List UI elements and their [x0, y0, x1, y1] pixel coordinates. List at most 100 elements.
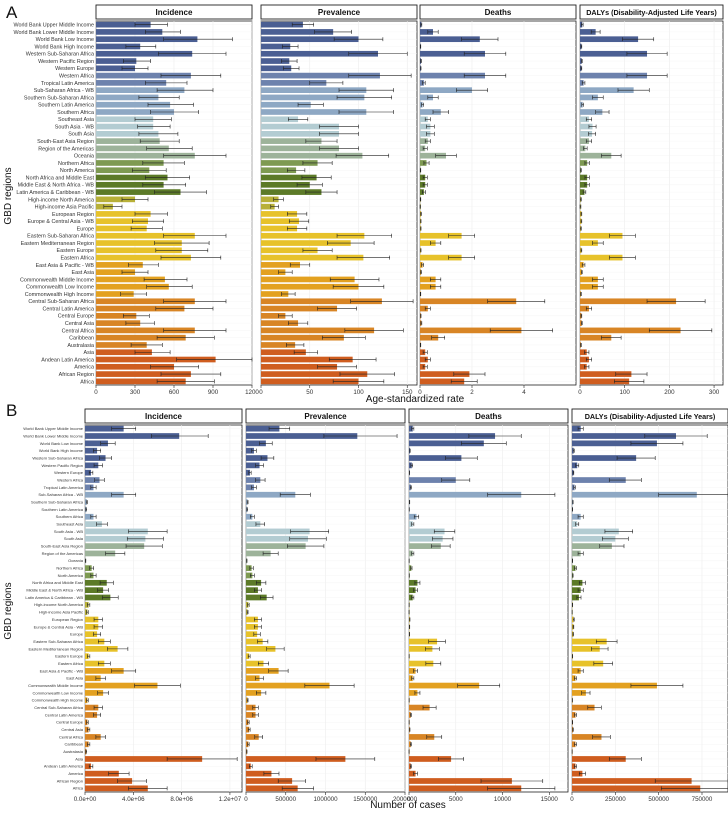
x-tick-label: 250000	[605, 796, 626, 803]
x-tick-label: 500000	[275, 796, 296, 803]
bar	[85, 785, 148, 792]
bar	[572, 477, 626, 483]
bar	[96, 211, 151, 217]
bar	[261, 72, 380, 79]
bar	[85, 491, 124, 498]
bar	[409, 770, 416, 777]
x-tick-label: 15000	[541, 796, 559, 803]
strip-header	[571, 408, 728, 424]
bar	[96, 116, 154, 123]
bar	[261, 167, 297, 174]
bar	[572, 770, 583, 777]
bar	[409, 528, 445, 535]
x-tick-label: 0	[578, 389, 582, 396]
category-label: Caribbean	[69, 336, 94, 342]
category-label: Western Africa	[57, 477, 84, 482]
category-label: Asia	[75, 756, 84, 761]
bar	[261, 232, 365, 239]
category-label: Sub-Saharan Africa - WB	[34, 88, 95, 94]
bar	[420, 189, 424, 195]
category-label: Asia	[84, 350, 95, 356]
strip-header	[95, 4, 253, 20]
bar	[572, 704, 595, 711]
category-label: Central Latin America	[45, 712, 84, 717]
bar	[261, 283, 359, 290]
category-label: Commonwealth Low Income	[26, 285, 94, 291]
category-label: Europe	[77, 226, 94, 232]
bar	[261, 131, 339, 137]
category-label: Central Asia	[65, 321, 94, 327]
bar	[246, 587, 258, 594]
bar	[572, 565, 576, 571]
panel-frame	[579, 20, 724, 386]
bar	[261, 218, 300, 225]
bar	[580, 131, 593, 137]
bar	[246, 719, 249, 726]
bar	[409, 440, 484, 447]
bar	[246, 704, 256, 711]
bar	[409, 682, 480, 689]
category-label: Middle East & North Africa - WB	[26, 588, 83, 593]
category-label: Commonwealth Middle Income	[20, 277, 94, 283]
bar	[409, 741, 411, 748]
x-tick-label: 1500000	[353, 796, 378, 803]
panel-label-a: A	[6, 3, 18, 22]
bar	[85, 440, 108, 447]
bar	[409, 638, 438, 645]
bar	[261, 196, 279, 203]
bar	[246, 675, 260, 682]
bar	[420, 349, 426, 356]
bar	[85, 579, 107, 586]
bar	[96, 356, 216, 363]
bar	[409, 491, 522, 498]
category-label: Commonwealth Low Income	[33, 690, 84, 695]
bar	[420, 283, 436, 290]
bar	[572, 638, 607, 645]
category-label: High-income Asia Pacific	[35, 205, 95, 211]
bar	[409, 543, 441, 549]
bar	[572, 425, 581, 432]
bar	[246, 638, 263, 645]
bar	[572, 734, 602, 740]
category-label: South Asia	[68, 132, 94, 138]
category-label: High-income Asia Pacific	[39, 610, 83, 615]
bar	[246, 660, 264, 667]
category-label: South Asia - WB	[54, 529, 83, 534]
bar	[572, 594, 579, 601]
bar	[580, 240, 598, 246]
bar	[85, 646, 118, 652]
bar	[261, 181, 310, 188]
bar	[572, 579, 583, 586]
bar	[85, 499, 87, 505]
bar	[580, 160, 588, 166]
bar	[85, 770, 119, 777]
bar	[85, 668, 124, 674]
category-label: Northern Africa	[56, 566, 83, 571]
bar	[572, 462, 578, 469]
bar	[261, 50, 378, 57]
bar	[246, 499, 248, 505]
bar	[85, 535, 146, 542]
bar	[420, 276, 436, 283]
bar	[261, 58, 290, 64]
category-label: Australasia	[67, 343, 94, 349]
category-label: World Bank Low Income	[40, 441, 84, 446]
bar	[580, 145, 586, 152]
bar	[85, 660, 105, 667]
bar	[96, 58, 137, 64]
strip-label: Prevalence	[304, 412, 347, 421]
bar	[572, 440, 657, 447]
x-tick-label: 0	[259, 389, 263, 396]
category-label: Australasia	[63, 749, 84, 754]
bar	[85, 447, 98, 454]
bar	[96, 298, 195, 305]
bar	[85, 477, 100, 483]
bar	[96, 276, 165, 283]
category-label: Middle East & North Africa - WB	[18, 183, 95, 189]
bar	[261, 298, 382, 305]
bar	[85, 550, 116, 557]
bar	[96, 80, 167, 86]
x-tick-label: 200	[664, 389, 675, 396]
category-label: Western Sub-Saharan Africa	[32, 455, 83, 460]
category-label: Latin America & Caribbean - WB	[16, 190, 94, 196]
